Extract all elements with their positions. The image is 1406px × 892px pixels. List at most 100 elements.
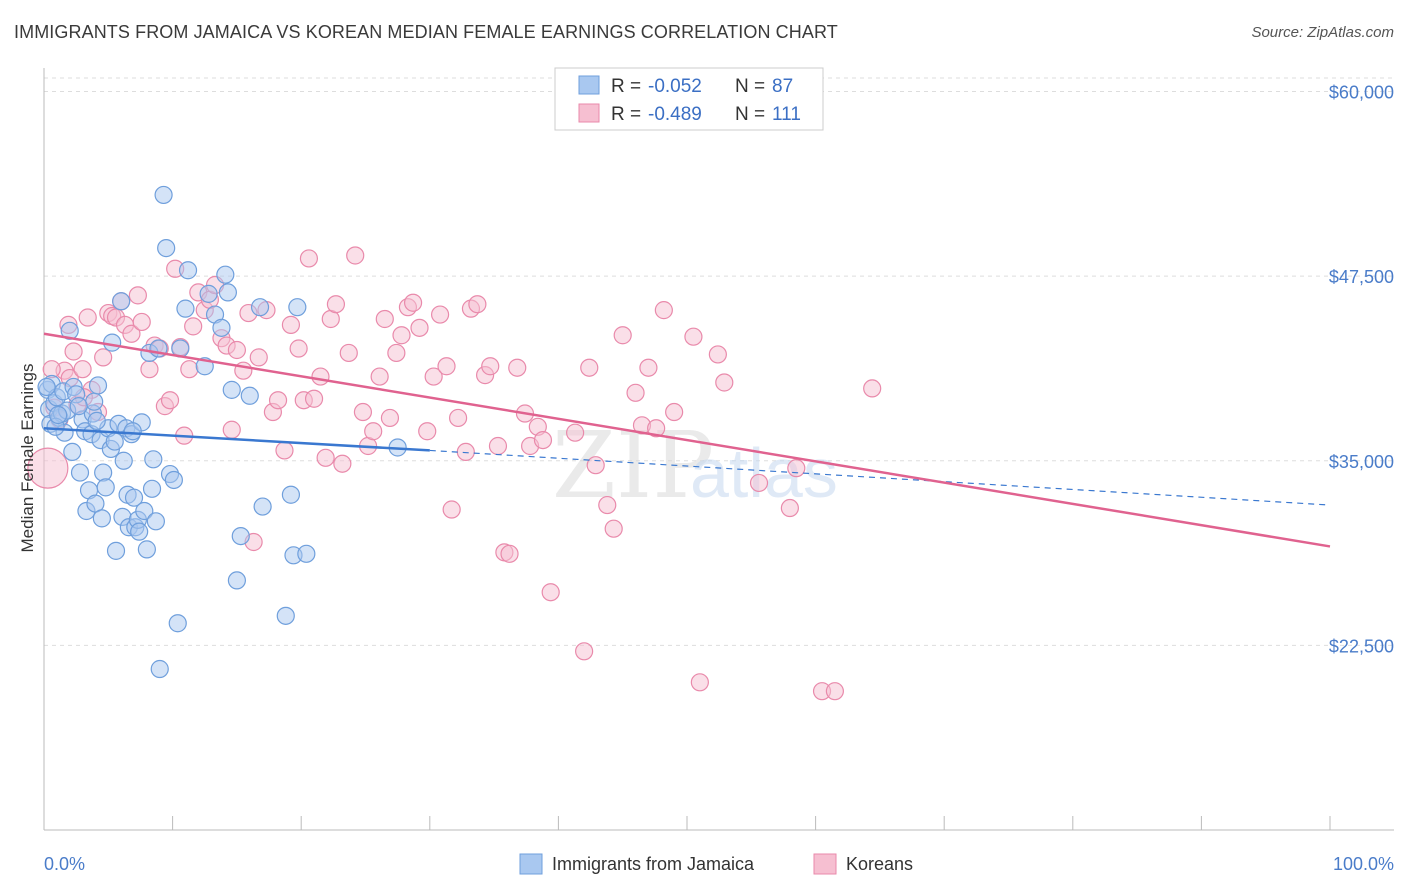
korean-point-69 [418, 422, 437, 441]
jamaica-point-28 [96, 478, 115, 497]
jamaica-point-42 [124, 488, 144, 507]
korean-point-47 [289, 339, 308, 358]
korean-point-56 [339, 343, 358, 363]
korean-point-90 [575, 642, 594, 661]
korean-point-52 [316, 448, 335, 467]
jamaica-point-67 [222, 380, 241, 399]
korean-point-110 [825, 682, 844, 701]
y-tick-label-1: $35,000 [1329, 452, 1394, 472]
korean-point-74 [448, 408, 468, 428]
legend-r-label-2: R = [611, 104, 641, 125]
korean-point-11 [94, 348, 113, 367]
korean-point-73 [442, 500, 461, 519]
korean-point-5 [64, 342, 83, 361]
jamaica-point-48 [137, 540, 156, 559]
jamaica-point-47 [135, 501, 154, 521]
legend-swatch-pink [578, 103, 600, 123]
korean-point-65 [392, 326, 411, 345]
korean-point-94 [604, 519, 623, 538]
korean-point-89 [566, 423, 585, 442]
x-tick-min: 0.0% [44, 854, 85, 874]
y-tick-label-2: $47,500 [1329, 267, 1394, 287]
legend-r-value-2: -0.489 [648, 104, 702, 125]
korean-point-28 [180, 360, 199, 379]
jamaica-point-66 [218, 283, 237, 302]
jamaica-point-12 [63, 442, 82, 462]
korean-point-87 [533, 430, 553, 450]
jamaica-point-69 [231, 526, 250, 546]
jamaica-point-84 [123, 422, 142, 441]
jamaica-point-15 [70, 463, 90, 482]
korean-point-36 [222, 420, 241, 439]
korean-point-51 [311, 367, 330, 386]
jamaica-point-74 [281, 485, 301, 504]
korean-point-107 [780, 498, 799, 518]
x-tick-max: 100.0% [1333, 854, 1394, 874]
korean-point-72 [437, 357, 456, 376]
jamaica-point-70 [240, 386, 259, 405]
korean-point-99 [647, 419, 666, 438]
korean-point-62 [375, 309, 394, 329]
jamaica-point-22 [85, 392, 104, 411]
bottom-legend-jamaica: Immigrants from Jamaica [552, 854, 755, 874]
korean-point-108 [787, 459, 806, 478]
jamaica-point-65 [216, 265, 235, 284]
legend-n-label-2: N = [735, 104, 765, 125]
jamaica-point-82 [69, 397, 88, 416]
korean-point-77 [468, 295, 487, 314]
bottom-legend-swatch-blue [519, 853, 543, 875]
korean-point-79 [481, 357, 500, 376]
jamaica-trend-dashed [429, 449, 1331, 506]
legend-r-value-1: -0.052 [648, 76, 702, 97]
korean-point-91 [580, 358, 599, 377]
chart-title: IMMIGRANTS FROM JAMAICA VS KOREAN MEDIAN… [14, 22, 838, 42]
trend-lines [43, 332, 1331, 548]
jamaica-point-68 [227, 571, 246, 590]
jamaica-point-32 [105, 432, 124, 451]
korean-point-92 [586, 456, 605, 475]
korean-point-41 [249, 348, 268, 367]
korean-point-0 [27, 447, 69, 489]
jamaica-point-81 [49, 405, 68, 425]
korean-point-101 [665, 402, 684, 422]
jamaica-point-11 [60, 321, 79, 340]
korean-point-57 [346, 246, 365, 265]
jamaica-point-24 [88, 376, 108, 395]
korean-point-45 [275, 441, 294, 460]
korean-point-64 [387, 343, 406, 363]
jamaica-point-76 [288, 298, 307, 317]
korean-point-17 [122, 324, 141, 343]
korean-point-49 [299, 249, 319, 268]
jamaica-point-79 [37, 377, 56, 397]
korean-point-58 [353, 402, 373, 422]
korean-point-93 [598, 495, 617, 515]
jamaica-trend-solid [43, 427, 430, 452]
jamaica-point-57 [164, 470, 183, 490]
korean-point-95 [613, 326, 632, 345]
jamaica-point-73 [276, 606, 295, 625]
korean-point-20 [140, 360, 159, 379]
jamaica-point-83 [87, 411, 106, 430]
korean-point-29 [184, 317, 203, 336]
jamaica-point-59 [176, 299, 195, 318]
jamaica-point-77 [297, 544, 316, 563]
y-axis-label: Median Female Earnings [18, 364, 37, 553]
korean-point-24 [160, 391, 180, 410]
jamaica-point-62 [199, 284, 218, 303]
korean-point-80 [488, 436, 508, 456]
bottom-legend-koreans: Koreans [846, 854, 913, 874]
korean-point-70 [424, 367, 443, 386]
jamaica-point-37 [114, 451, 133, 470]
korean-point-102 [684, 327, 703, 346]
legend-n-label-1: N = [735, 76, 765, 97]
jamaica-point-50 [142, 479, 162, 498]
korean-point-106 [749, 473, 769, 493]
jamaica-point-53 [150, 659, 169, 679]
watermark-atlas: atlas [690, 434, 838, 512]
source-label: Source: ZipAtlas.com [1251, 24, 1394, 41]
korean-point-88 [541, 583, 560, 602]
korean-point-7 [73, 360, 92, 379]
jamaica-point-55 [157, 238, 176, 258]
korean-point-103 [690, 673, 709, 692]
